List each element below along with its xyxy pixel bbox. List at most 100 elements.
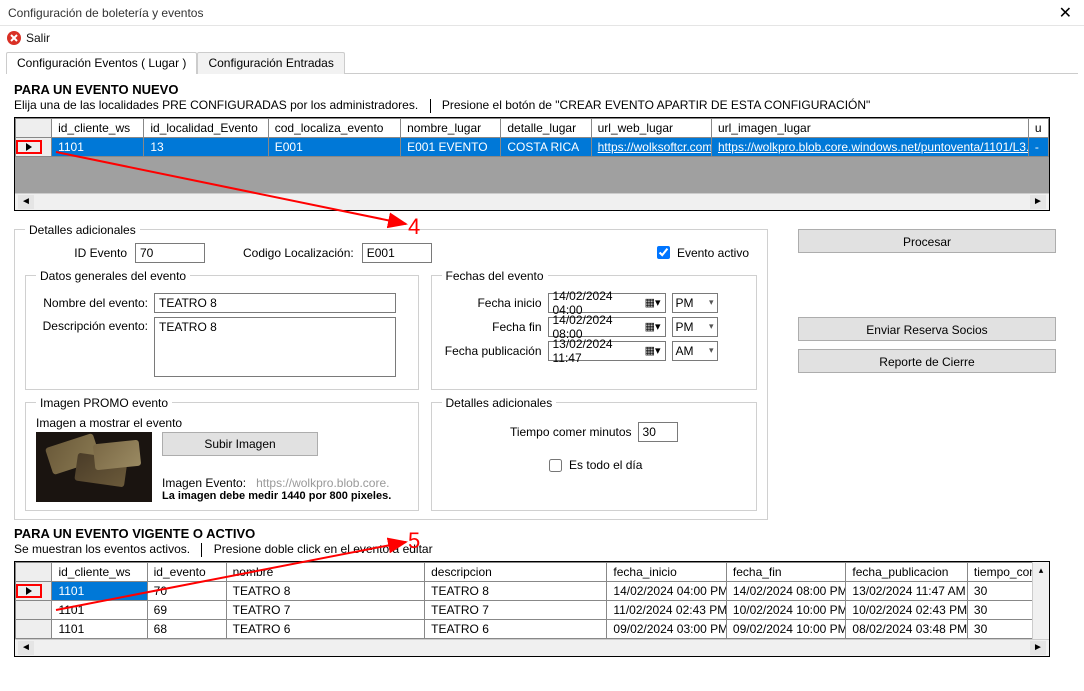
row-indicator-icon bbox=[16, 140, 42, 154]
cell: 69 bbox=[147, 600, 226, 619]
col-cod-localiza[interactable]: cod_localiza_evento bbox=[268, 118, 400, 137]
grid2-row-3[interactable]: 1101 68 TEATRO 6 TEATRO 6 09/02/2024 03:… bbox=[16, 619, 1049, 638]
fecha-fin-input[interactable]: 14/02/2024 08:00▦▾ bbox=[548, 317, 666, 337]
calendar-icon: ▦▾ bbox=[645, 296, 661, 309]
grid2-hscroll[interactable]: ◄ ► bbox=[15, 639, 1049, 656]
detalles-adicionales2-group: Detalles adicionales Tiempo comer minuto… bbox=[431, 396, 758, 511]
grid1-empty bbox=[15, 157, 1049, 193]
section1-sub-b: Presione el botón de "CREAR EVENTO APART… bbox=[442, 98, 870, 112]
id-evento-input[interactable] bbox=[135, 243, 205, 263]
cell: E001 EVENTO bbox=[401, 137, 501, 156]
grid1-row-selected[interactable]: 1101 13 E001 E001 EVENTO COSTA RICA http… bbox=[16, 137, 1049, 156]
col2-id-cliente[interactable]: id_cliente_ws bbox=[52, 562, 147, 581]
reporte-cierre-button[interactable]: Reporte de Cierre bbox=[798, 349, 1056, 373]
fecha-fin-label: Fecha fin bbox=[442, 320, 542, 334]
promo-legend: Imagen PROMO evento bbox=[36, 396, 172, 410]
es-todo-dia-label: Es todo el día bbox=[569, 458, 642, 472]
col-nombre-lugar[interactable]: nombre_lugar bbox=[401, 118, 501, 137]
grid2-header: id_cliente_ws id_evento nombre descripci… bbox=[16, 562, 1049, 581]
cell: - bbox=[1028, 137, 1048, 156]
enviar-reserva-button[interactable]: Enviar Reserva Socios bbox=[798, 317, 1056, 341]
evento-activo-input[interactable] bbox=[657, 246, 670, 259]
cell: 11/02/2024 02:43 PM bbox=[607, 600, 727, 619]
cell: 13 bbox=[144, 137, 268, 156]
col-id-localidad[interactable]: id_localidad_Evento bbox=[144, 118, 268, 137]
cell: 13/02/2024 11:47 AM bbox=[846, 581, 968, 600]
tab-bar: Configuración Eventos ( Lugar ) Configur… bbox=[6, 52, 1078, 74]
es-todo-dia-checkbox[interactable]: Es todo el día bbox=[545, 456, 642, 475]
close-icon[interactable]: ✕ bbox=[1053, 3, 1078, 23]
col2-descripcion[interactable]: descripcion bbox=[425, 562, 607, 581]
nombre-evento-input[interactable] bbox=[154, 293, 396, 313]
cell: TEATRO 6 bbox=[226, 619, 424, 638]
scroll-right-icon[interactable]: ► bbox=[1030, 195, 1046, 209]
col-url-web[interactable]: url_web_lugar bbox=[591, 118, 711, 137]
datos-gen-legend: Datos generales del evento bbox=[36, 269, 190, 283]
cell: 1101 bbox=[52, 137, 144, 156]
fecha-pub-input[interactable]: 13/02/2024 11:47▦▾ bbox=[548, 341, 666, 361]
cell: TEATRO 7 bbox=[226, 600, 424, 619]
cell: 1101 bbox=[52, 619, 147, 638]
col2-fecha-inicio[interactable]: fecha_inicio bbox=[607, 562, 727, 581]
cell: 70 bbox=[147, 581, 226, 600]
cell: 14/02/2024 08:00 PM bbox=[726, 581, 846, 600]
tiempo-comer-label: Tiempo comer minutos bbox=[510, 425, 632, 439]
fechas-legend: Fechas del evento bbox=[442, 269, 548, 283]
grid1-hscroll[interactable]: ◄ ► bbox=[15, 193, 1049, 210]
col-url-imagen[interactable]: url_imagen_lugar bbox=[711, 118, 1028, 137]
cod-loc-input[interactable] bbox=[362, 243, 432, 263]
cell: COSTA RICA bbox=[501, 137, 591, 156]
fecha-fin-ampm[interactable]: PM▾ bbox=[672, 317, 718, 337]
desc-evento-input[interactable]: TEATRO 8 bbox=[154, 317, 396, 377]
grid1-header: id_cliente_ws id_localidad_Evento cod_lo… bbox=[16, 118, 1049, 137]
cell: TEATRO 8 bbox=[226, 581, 424, 600]
tab-config-eventos[interactable]: Configuración Eventos ( Lugar ) bbox=[6, 52, 197, 74]
fecha-pub-label: Fecha publicación bbox=[442, 344, 542, 358]
cell: TEATRO 6 bbox=[425, 619, 607, 638]
col2-nombre[interactable]: nombre bbox=[226, 562, 424, 581]
fecha-inicio-ampm[interactable]: PM▾ bbox=[672, 293, 718, 313]
procesar-button[interactable]: Procesar bbox=[798, 229, 1056, 253]
titlebar: Configuración de boletería y eventos ✕ bbox=[0, 0, 1084, 26]
cell: TEATRO 7 bbox=[425, 600, 607, 619]
evento-activo-checkbox[interactable]: Evento activo bbox=[653, 243, 749, 262]
grid2-row-1[interactable]: 1101 70 TEATRO 8 TEATRO 8 14/02/2024 04:… bbox=[16, 581, 1049, 600]
subir-imagen-button[interactable]: Subir Imagen bbox=[162, 432, 318, 456]
cod-loc-label: Codigo Localización: bbox=[243, 246, 354, 260]
tiempo-comer-input[interactable] bbox=[638, 422, 678, 442]
details-legend: Detalles adicionales bbox=[25, 223, 140, 237]
col-u[interactable]: u bbox=[1028, 118, 1048, 137]
col2-fecha-pub[interactable]: fecha_publicacion bbox=[846, 562, 968, 581]
row-indicator-icon bbox=[16, 584, 42, 598]
col2-fecha-fin[interactable]: fecha_fin bbox=[726, 562, 846, 581]
grid-eventos-activos[interactable]: id_cliente_ws id_evento nombre descripci… bbox=[14, 561, 1050, 657]
datos-generales-group: Datos generales del evento Nombre del ev… bbox=[25, 269, 419, 390]
grid2-row-2[interactable]: 1101 69 TEATRO 7 TEATRO 7 11/02/2024 02:… bbox=[16, 600, 1049, 619]
col2-id-evento[interactable]: id_evento bbox=[147, 562, 226, 581]
img-note: La imagen debe medir 1440 por 800 pixele… bbox=[162, 490, 408, 502]
scroll-left-icon[interactable]: ◄ bbox=[18, 195, 34, 209]
calendar-icon: ▦▾ bbox=[645, 320, 661, 333]
exit-button[interactable]: Salir bbox=[0, 26, 1084, 50]
tab-config-entradas[interactable]: Configuración Entradas bbox=[197, 52, 344, 74]
fecha-inicio-label: Fecha inicio bbox=[442, 296, 542, 310]
section2-subtext: Se muestran los eventos activos. Presion… bbox=[14, 542, 1070, 557]
id-evento-label: ID Evento bbox=[25, 246, 127, 260]
grid2-vscroll[interactable]: ▴ bbox=[1032, 562, 1049, 639]
img-evento-label: Imagen Evento: bbox=[162, 476, 246, 490]
cell: 10/02/2024 10:00 PM bbox=[726, 600, 846, 619]
cell: https://wolksoftcr.com/ bbox=[591, 137, 711, 156]
col-detalle-lugar[interactable]: detalle_lugar bbox=[501, 118, 591, 137]
scroll-left-icon[interactable]: ◄ bbox=[18, 641, 34, 655]
grid-localidades[interactable]: id_cliente_ws id_localidad_Evento cod_lo… bbox=[14, 117, 1050, 211]
fecha-pub-ampm[interactable]: AM▾ bbox=[672, 341, 718, 361]
promo-subtitle: Imagen a mostrar el evento bbox=[36, 416, 408, 430]
imagen-promo-group: Imagen PROMO evento Imagen a mostrar el … bbox=[25, 396, 419, 511]
desc-evento-label: Descripción evento: bbox=[36, 319, 148, 333]
es-todo-dia-input[interactable] bbox=[549, 459, 562, 472]
fecha-inicio-input[interactable]: 14/02/2024 04:00▦▾ bbox=[548, 293, 666, 313]
section1-sub-a: Elija una de las localidades PRE CONFIGU… bbox=[14, 98, 418, 112]
scroll-right-icon[interactable]: ► bbox=[1030, 641, 1046, 655]
col-id-cliente[interactable]: id_cliente_ws bbox=[52, 118, 144, 137]
img-evento-url: https://wolkpro.blob.core. bbox=[256, 476, 389, 490]
